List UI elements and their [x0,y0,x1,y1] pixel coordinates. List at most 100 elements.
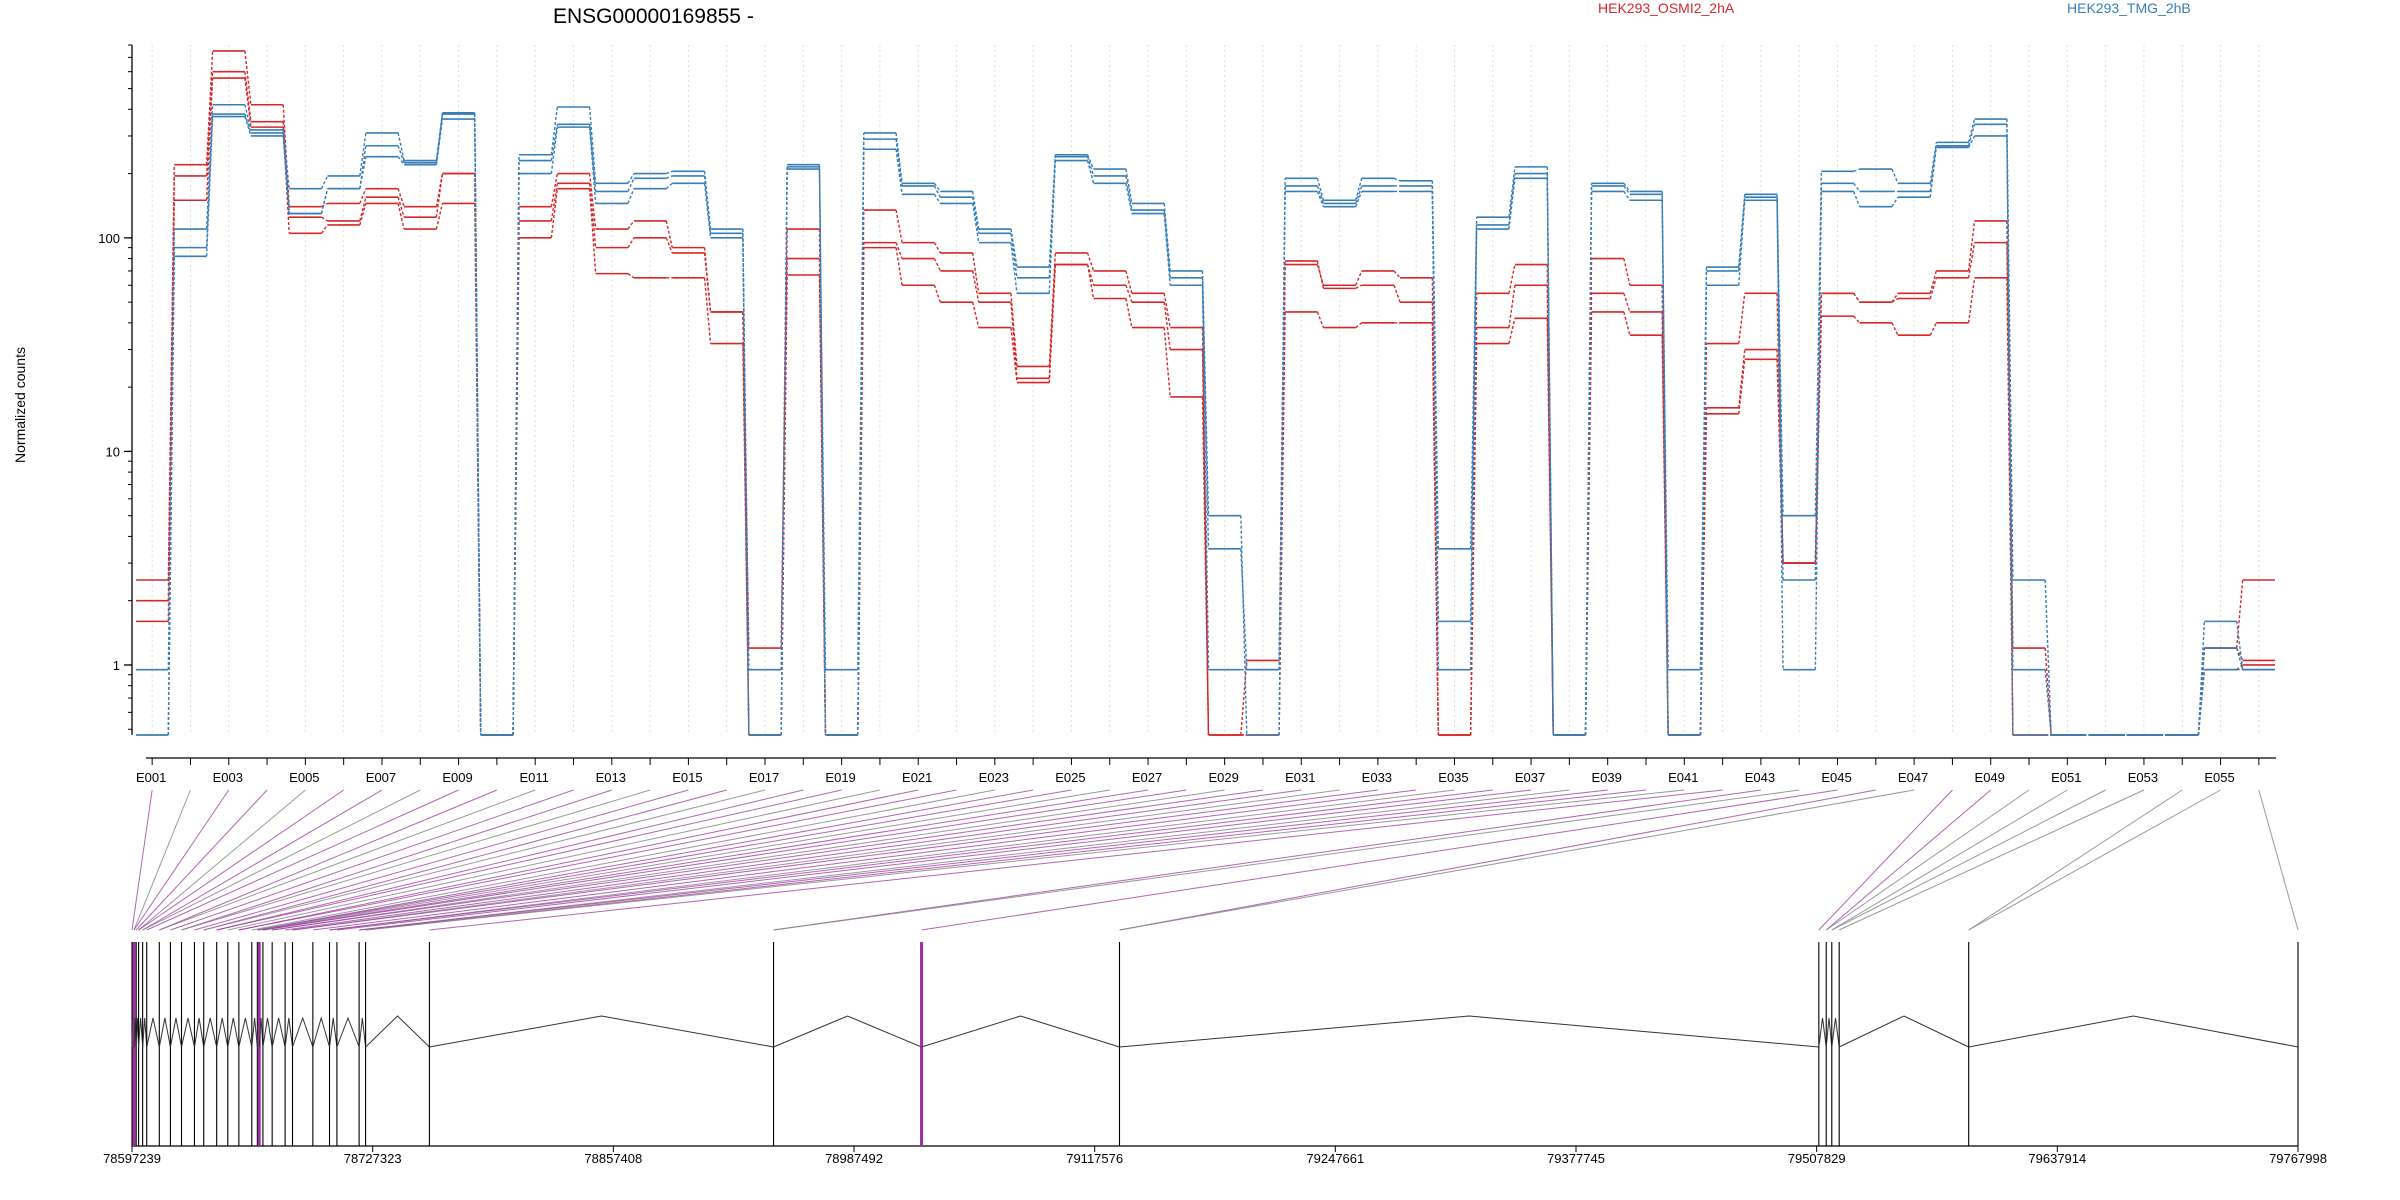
series-connector [1929,322,1937,336]
x-tick-label: E019 [825,770,855,785]
exon-connector [272,789,1264,931]
intron-arc [138,1017,144,1048]
intron-arc [336,1016,360,1048]
x-tick-label: E001 [136,770,166,785]
series-connector [1623,182,1631,192]
exon-connector [238,789,957,931]
series-connector [933,285,942,303]
series-connector [1776,197,1784,581]
exon-connector [181,789,651,931]
series-connector [205,116,214,257]
series-connector [971,301,980,328]
intron-arc [271,1017,286,1048]
series-connector [666,170,673,175]
series-connector [933,193,941,204]
intron-arc [284,1017,294,1048]
series-connector [2044,579,2052,736]
series-connector [971,191,980,230]
series-connector [512,206,520,736]
series-connector [321,202,328,208]
x-gridlines [151,45,2260,735]
series-connector [818,166,827,670]
exon-connector [142,789,383,931]
exon-connector [359,789,1570,931]
series-connector [1623,293,1631,313]
series-connector [933,258,942,272]
exon-connector [257,789,1034,931]
series-connector [397,197,405,218]
x-tick-label: E005 [289,770,319,785]
intron-arc [238,1017,253,1048]
series-connector [1201,396,1210,736]
x-tick-label: E035 [1438,770,1468,785]
series-connector [627,173,635,184]
series-connector [703,171,712,230]
exon-connector [138,789,306,931]
series-connector [282,135,290,214]
genomic-tick-label: 78597239 [103,1151,161,1166]
x-tick-label: E003 [213,770,243,785]
series-connector [320,188,329,214]
genomic-tick-label: 78727323 [344,1151,402,1166]
intron-arc [216,1017,229,1048]
series-connector [1891,322,1899,336]
series-connector [2197,621,2206,736]
series-connector [359,197,367,222]
intron-arc [773,1015,922,1048]
series-connector [1316,191,1325,207]
series-connector [1086,154,1095,170]
exon-connector [159,789,498,931]
exon-connector [329,789,1493,931]
series-connector [244,104,252,131]
series-connector [895,242,903,259]
x-tick-label: E031 [1285,770,1315,785]
x-tick-label: E007 [366,770,396,785]
series-connector [2044,669,2052,736]
exon-connector [170,789,574,931]
series-connector [627,273,635,279]
series-connector [1929,142,1937,184]
series-connector [1853,182,1861,192]
y-tick-label: 100 [98,231,120,246]
series-connector [1316,311,1325,328]
series-connector [1891,196,1899,208]
exon-connector [1119,789,1876,931]
exon-connector [131,789,153,931]
series-connector [550,124,559,161]
series-connector [320,175,329,189]
x-tick-label: E025 [1055,770,1085,785]
x-tick-label: E053 [2128,770,2158,785]
series-connector [550,188,559,238]
series-connector [703,183,712,238]
exon-connector [1831,789,2068,931]
exon-connector [257,789,1072,931]
x-tick-label: E037 [1515,770,1545,785]
exon-connector [921,789,1838,931]
series-connector [244,50,252,105]
exon-connector [227,789,881,931]
series-connector [1125,168,1133,204]
series-connector [780,169,788,736]
series-connector [1623,258,1631,286]
series-connector [742,233,750,670]
series-connector [971,203,980,243]
series-connector [1929,147,1937,198]
series-connector [435,203,444,230]
x-tick-label: E021 [902,770,932,785]
intron-arc [921,1015,1120,1048]
series-connector [2236,647,2244,670]
series-connector [512,173,520,736]
exon-connectors [131,789,2299,931]
series-connector [1010,293,1018,367]
series-connector [588,106,597,184]
series-connector [1163,213,1171,286]
series-connector [1278,191,1286,670]
series-connector [1010,228,1018,268]
exon-connector [181,789,612,931]
series-connector [588,173,597,230]
x-tick-label: E009 [442,770,472,785]
series-connector [435,118,444,165]
series-connector [205,50,214,165]
series-connector [1891,168,1899,184]
